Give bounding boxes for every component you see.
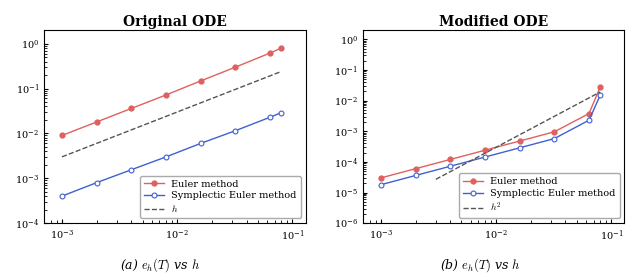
Symplectic Euler method [585, 119, 593, 122]
$h$ [58, 155, 66, 158]
Euler method [232, 65, 239, 69]
Euler method [596, 85, 604, 89]
Symplectic Euler method [278, 111, 285, 114]
Symplectic Euler method [58, 194, 66, 198]
Legend: Euler method, Symplectic Euler method, $h$: Euler method, Symplectic Euler method, $… [140, 176, 301, 218]
Title: Original ODE: Original ODE [123, 15, 227, 29]
Euler method [93, 120, 100, 124]
Line: $h$: $h$ [62, 71, 282, 157]
Symplectic Euler method [93, 181, 100, 184]
$h$ [278, 70, 285, 73]
Symplectic Euler method [162, 155, 170, 158]
Euler method [516, 139, 524, 143]
Symplectic Euler method [596, 94, 604, 97]
$h^2$ [596, 90, 604, 94]
Symplectic Euler method [447, 165, 454, 168]
Symplectic Euler method [377, 183, 385, 186]
Euler method [481, 148, 489, 152]
Legend: Euler method, Symplectic Euler method, $h^2$: Euler method, Symplectic Euler method, $… [460, 173, 620, 218]
Euler method [585, 112, 593, 115]
Line: Symplectic Euler method: Symplectic Euler method [378, 93, 603, 187]
Line: Symplectic Euler method: Symplectic Euler method [60, 110, 284, 199]
Text: (b) $e_h(T)$ vs $h$: (b) $e_h(T)$ vs $h$ [440, 257, 520, 274]
Text: (a) $e_h(T)$ vs $h$: (a) $e_h(T)$ vs $h$ [120, 257, 200, 274]
Symplectic Euler method [516, 146, 524, 150]
Symplectic Euler method [127, 168, 135, 171]
Euler method [377, 176, 385, 179]
Euler method [58, 134, 66, 137]
Euler method [447, 158, 454, 161]
Symplectic Euler method [197, 142, 205, 145]
Title: Modified ODE: Modified ODE [439, 15, 548, 29]
Symplectic Euler method [232, 129, 239, 132]
Line: $h^2$: $h^2$ [436, 92, 600, 179]
Symplectic Euler method [481, 155, 489, 159]
Euler method [550, 130, 558, 134]
Symplectic Euler method [266, 116, 274, 119]
Euler method [412, 167, 419, 170]
Line: Euler method: Euler method [378, 84, 603, 180]
Line: Euler method: Euler method [60, 46, 284, 138]
Euler method [127, 107, 135, 110]
Symplectic Euler method [550, 137, 558, 140]
Euler method [278, 46, 285, 50]
$h^2$ [432, 178, 440, 181]
Symplectic Euler method [412, 174, 419, 177]
Euler method [162, 93, 170, 97]
Euler method [197, 79, 205, 83]
Euler method [266, 51, 274, 55]
